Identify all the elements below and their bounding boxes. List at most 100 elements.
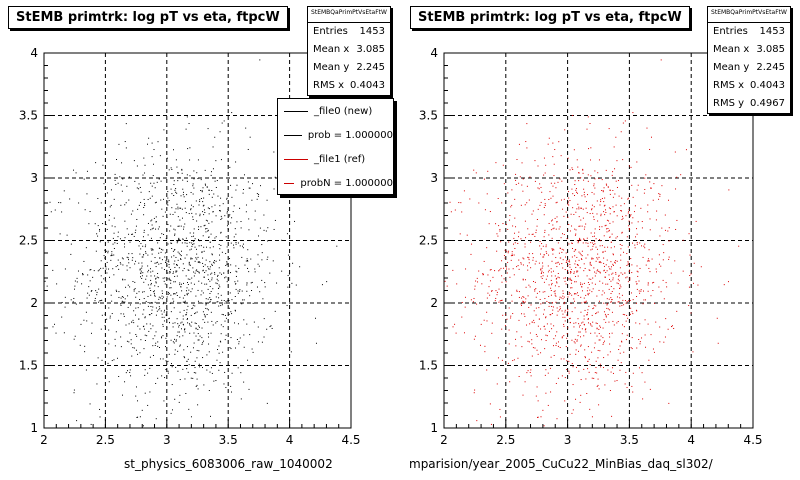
scatter-point [173, 281, 175, 283]
scatter-point [162, 325, 164, 327]
scatter-point [205, 231, 207, 233]
scatter-point [157, 272, 159, 274]
scatter-point [259, 227, 261, 229]
scatter-point [194, 313, 196, 315]
scatter-point [608, 128, 610, 130]
scatter-point [627, 261, 629, 263]
scatter-point [609, 189, 611, 191]
scatter-point [227, 220, 229, 222]
scatter-point [517, 242, 519, 244]
scatter-point [518, 375, 520, 377]
scatter-point [133, 160, 135, 162]
scatter-point [197, 289, 199, 291]
scatter-point [175, 188, 177, 190]
scatter-point [139, 298, 141, 300]
scatter-point [139, 352, 141, 354]
scatter-point [576, 240, 578, 242]
scatter-point [636, 270, 638, 272]
scatter-point [186, 254, 188, 256]
scatter-point [100, 275, 102, 277]
scatter-point [239, 245, 241, 247]
scatter-point [628, 208, 630, 210]
scatter-point [118, 291, 120, 293]
scatter-point [111, 253, 113, 255]
scatter-point [594, 283, 596, 285]
scatter-point [543, 425, 545, 427]
scatter-point [190, 191, 192, 193]
stats-row-mean-y: Mean y 2.245 [313, 62, 385, 73]
scatter-point [205, 304, 207, 306]
scatter-point [538, 188, 540, 190]
scatter-point [121, 300, 123, 302]
scatter-point [600, 199, 602, 201]
scatter-point [117, 231, 119, 233]
scatter-point [728, 189, 730, 191]
scatter-point [211, 253, 213, 255]
scatter-point [139, 269, 141, 271]
scatter-point [564, 277, 566, 279]
scatter-point [109, 276, 111, 278]
scatter-point [502, 164, 504, 166]
scatter-point [252, 302, 254, 304]
scatter-point [663, 298, 665, 300]
scatter-point [249, 187, 251, 189]
scatter-point [632, 372, 634, 374]
scatter-point [501, 275, 503, 277]
scatter-point [539, 291, 541, 293]
scatter-point [240, 372, 242, 374]
scatter-point [551, 220, 553, 222]
scatter-point [224, 314, 226, 316]
scatter-point [135, 314, 137, 316]
scatter-point [619, 352, 621, 354]
scatter-point [199, 201, 201, 203]
scatter-point [182, 239, 184, 241]
scatter-point [161, 208, 163, 210]
scatter-point [196, 349, 198, 351]
scatter-point [188, 323, 190, 325]
scatter-point [139, 253, 141, 255]
scatter-point [177, 350, 179, 352]
scatter-point [214, 180, 216, 182]
scatter-point [581, 302, 583, 304]
scatter-point [96, 383, 98, 385]
scatter-point [185, 212, 187, 214]
scatter-point [636, 189, 638, 191]
scatter-point [662, 244, 664, 246]
scatter-point [586, 128, 588, 130]
scatter-point [574, 249, 576, 251]
scatter-point [550, 289, 552, 291]
scatter-point [580, 177, 582, 179]
scatter-point [580, 296, 582, 298]
scatter-point [261, 279, 263, 281]
scatter-point [615, 272, 617, 274]
scatter-point [221, 217, 223, 219]
scatter-point [644, 177, 646, 179]
scatter-point [154, 257, 156, 259]
scatter-point [176, 203, 178, 205]
scatter-point [140, 191, 142, 193]
scatter-point [137, 208, 139, 210]
scatter-point [543, 256, 545, 258]
scatter-point [532, 257, 534, 259]
scatter-point [288, 312, 290, 314]
scatter-point [606, 307, 608, 309]
scatter-point [571, 167, 573, 169]
scatter-point [647, 323, 649, 325]
scatter-point [124, 301, 126, 303]
scatter-point [581, 322, 583, 324]
scatter-point [198, 339, 200, 341]
scatter-point [580, 207, 582, 209]
scatter-point [195, 312, 197, 314]
scatter-point [692, 351, 694, 353]
scatter-point [551, 260, 553, 262]
scatter-point [161, 292, 163, 294]
scatter-point [693, 262, 695, 264]
x-tick-label: 2.5 [96, 433, 115, 447]
scatter-point [517, 236, 519, 238]
scatter-point [126, 265, 128, 267]
scatter-point [147, 404, 149, 406]
scatter-point [130, 375, 132, 377]
scatter-point [548, 222, 550, 224]
scatter-point [592, 236, 594, 238]
scatter-point [181, 217, 183, 219]
